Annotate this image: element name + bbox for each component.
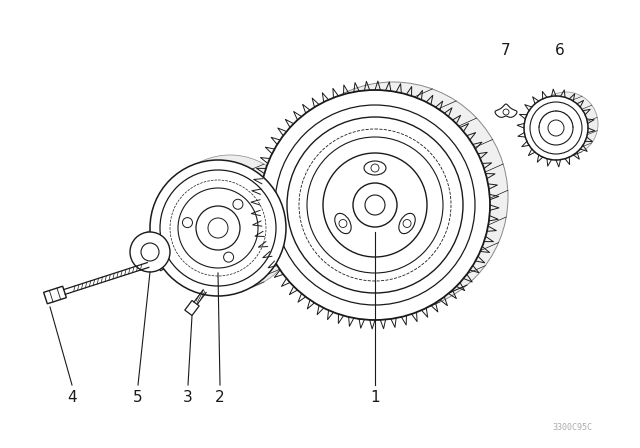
Circle shape: [178, 188, 258, 268]
Circle shape: [260, 90, 490, 320]
Text: 1: 1: [370, 390, 380, 405]
Text: 3300C95C: 3300C95C: [552, 423, 592, 432]
Circle shape: [353, 183, 397, 227]
Circle shape: [305, 109, 481, 285]
Circle shape: [339, 220, 347, 228]
Circle shape: [182, 218, 193, 228]
Text: 7: 7: [501, 43, 511, 58]
Circle shape: [307, 137, 443, 273]
Circle shape: [503, 109, 509, 115]
Circle shape: [403, 220, 411, 228]
Polygon shape: [495, 104, 517, 117]
Text: 5: 5: [133, 390, 143, 405]
Circle shape: [233, 199, 243, 209]
Circle shape: [530, 102, 582, 154]
Circle shape: [196, 206, 240, 250]
Circle shape: [141, 243, 159, 261]
Circle shape: [287, 117, 463, 293]
Circle shape: [208, 218, 228, 238]
Text: 4: 4: [67, 390, 77, 405]
Circle shape: [135, 230, 175, 270]
Circle shape: [278, 82, 508, 312]
Ellipse shape: [364, 161, 386, 175]
Text: 6: 6: [555, 43, 565, 58]
Circle shape: [371, 164, 379, 172]
Circle shape: [150, 160, 286, 296]
Ellipse shape: [335, 213, 351, 234]
Circle shape: [365, 195, 385, 215]
Ellipse shape: [399, 213, 415, 234]
Circle shape: [162, 155, 298, 291]
Circle shape: [323, 153, 427, 257]
Circle shape: [160, 170, 276, 286]
Text: 2: 2: [215, 390, 225, 405]
Circle shape: [524, 96, 588, 160]
Polygon shape: [44, 286, 67, 304]
Circle shape: [130, 232, 170, 272]
Text: 3: 3: [183, 390, 193, 405]
Circle shape: [223, 252, 234, 262]
Polygon shape: [185, 301, 199, 315]
Circle shape: [275, 105, 475, 305]
Circle shape: [548, 120, 564, 136]
Circle shape: [534, 92, 598, 156]
Circle shape: [539, 111, 573, 145]
